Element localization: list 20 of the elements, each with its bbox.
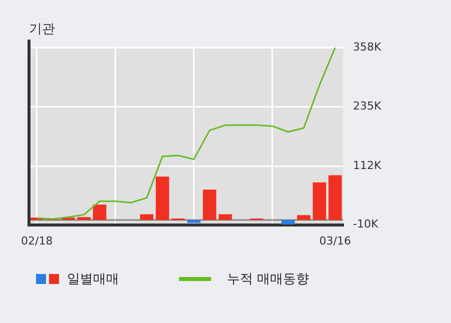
bar <box>281 220 295 224</box>
bar <box>140 214 154 220</box>
chart-title: 기관 <box>29 22 55 38</box>
bar <box>218 214 232 220</box>
bar <box>77 217 91 220</box>
legend-label: 누적 매매동향 <box>227 271 310 288</box>
legend-label: 일별매매 <box>67 271 119 288</box>
bar <box>297 215 310 220</box>
x-tick-label: 03/16 <box>319 234 351 248</box>
bar <box>202 190 216 220</box>
x-tick-label: 02/18 <box>21 234 53 248</box>
bar <box>156 176 170 220</box>
y-tick-label: -10K <box>353 218 379 231</box>
y-tick-label: 112K <box>353 158 382 172</box>
bar <box>328 175 342 220</box>
bar <box>92 204 106 220</box>
y-tick-label: 358K <box>353 40 382 54</box>
bar <box>312 182 326 220</box>
bar <box>187 220 201 223</box>
y-tick-label: 235K <box>353 100 382 113</box>
